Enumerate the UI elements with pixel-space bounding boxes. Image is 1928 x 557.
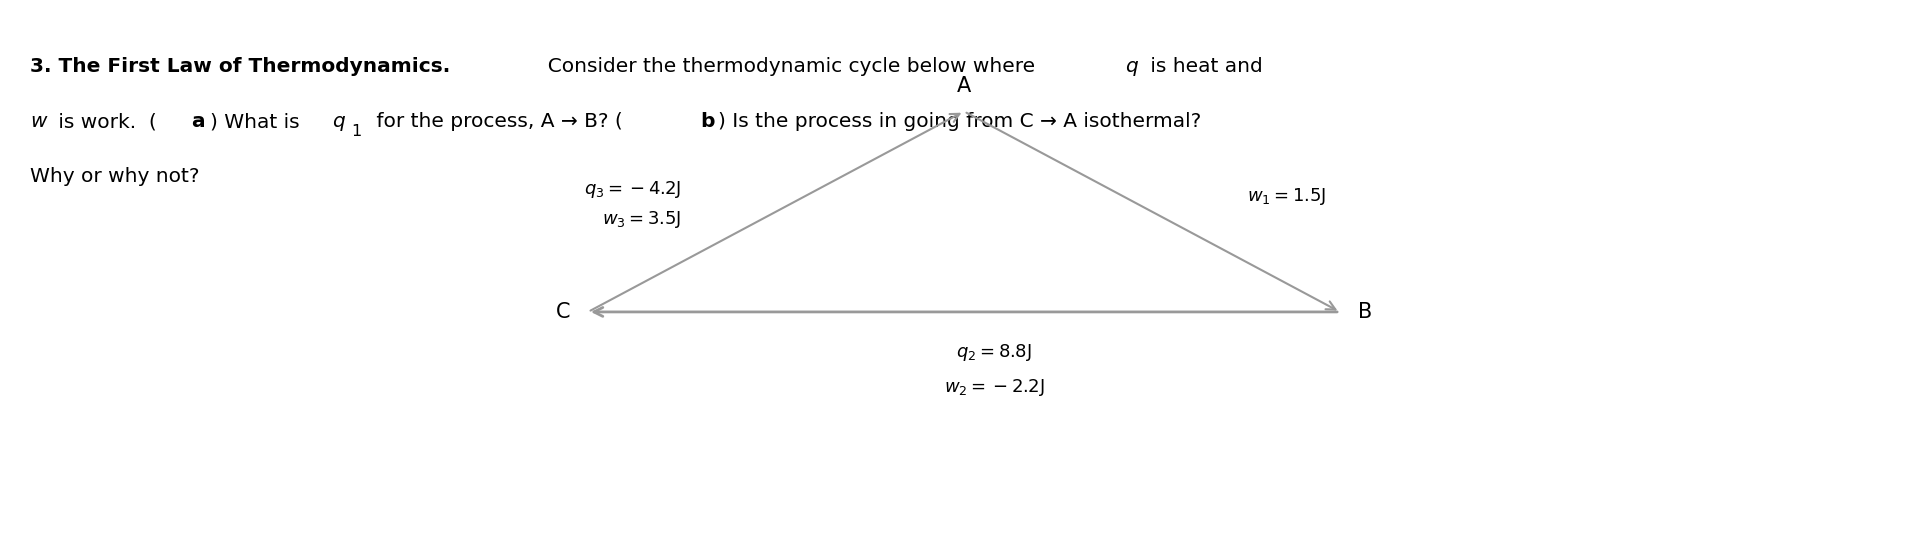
Text: $q_2 = 8.8$J: $q_2 = 8.8$J	[956, 342, 1031, 363]
Text: B: B	[1357, 302, 1373, 322]
Text: $w_2 = -2.2$J: $w_2 = -2.2$J	[943, 377, 1045, 398]
Text: q: q	[332, 112, 345, 131]
Text: C: C	[555, 302, 571, 322]
Text: is work.  (: is work. (	[52, 112, 156, 131]
Text: is heat and: is heat and	[1143, 57, 1263, 76]
Text: q: q	[1126, 57, 1138, 76]
Text: 1: 1	[351, 124, 361, 139]
Text: for the process, A → B? (: for the process, A → B? (	[370, 112, 623, 131]
Text: $q_3 = -4.2$J: $q_3 = -4.2$J	[584, 179, 681, 200]
Text: b: b	[700, 112, 715, 131]
Text: Consider the thermodynamic cycle below where: Consider the thermodynamic cycle below w…	[534, 57, 1041, 76]
Text: a: a	[191, 112, 204, 131]
Text: w: w	[31, 112, 46, 131]
Text: ) What is: ) What is	[210, 112, 307, 131]
Text: $w_3 = 3.5$J: $w_3 = 3.5$J	[602, 209, 681, 230]
Text: ) Is the process in going from C → A isothermal?: ) Is the process in going from C → A iso…	[717, 112, 1201, 131]
Text: $w_1 = 1.5$J: $w_1 = 1.5$J	[1247, 186, 1326, 207]
Text: 3. The First Law of Thermodynamics.: 3. The First Law of Thermodynamics.	[31, 57, 451, 76]
Text: Why or why not?: Why or why not?	[31, 167, 199, 186]
Text: A: A	[956, 76, 972, 96]
